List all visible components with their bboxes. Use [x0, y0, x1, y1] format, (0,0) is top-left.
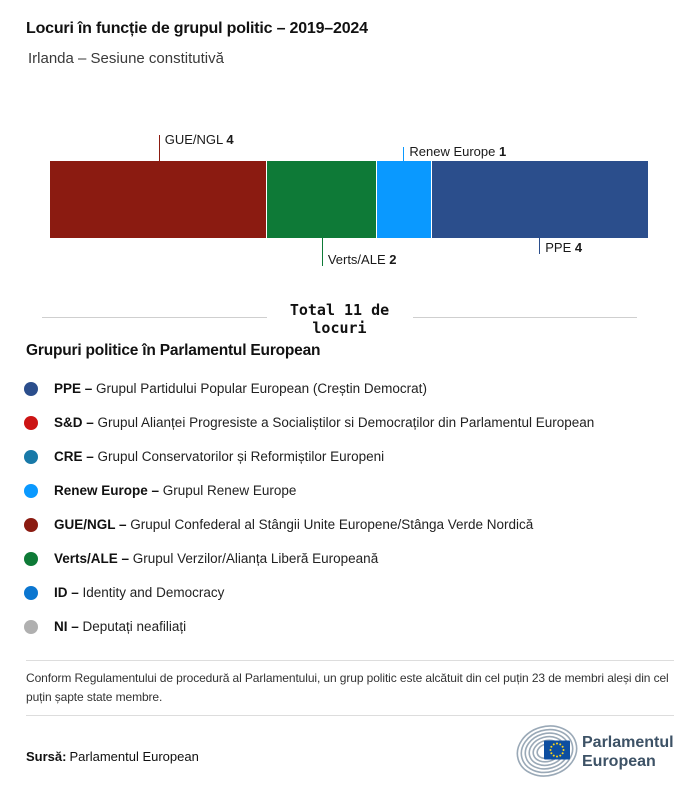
eu-flag-icon: [544, 740, 570, 759]
source-line: Sursă: Parlamentul European: [26, 749, 199, 764]
group-name: Grupul Alianței Progresiste a Socialiști…: [93, 415, 595, 431]
group-color-dot: [24, 381, 38, 396]
group-abbr: CRE –: [54, 449, 94, 465]
seats-chart: GUE/NGL 4 Verts/ALE 2 Renew Europe 1 PPE 4: [26, 131, 674, 271]
bar-segment-renew-europe[interactable]: [375, 161, 431, 238]
group-abbr: GUE/NGL –: [54, 517, 127, 533]
total-divider: Total 11 de locuri: [42, 301, 637, 338]
group-color-dot: [24, 517, 38, 532]
group-color-dot: [24, 585, 38, 600]
group-abbr: ID –: [54, 585, 79, 601]
european-parliament-logo: Parlamentul European: [516, 724, 674, 777]
bar-segment-verts-ale[interactable]: [266, 161, 376, 238]
group-abbr: PPE –: [54, 381, 93, 397]
group-color-dot: [24, 619, 38, 634]
callout-label: Renew Europe 1: [409, 144, 507, 159]
bar-segment-gue-ngl[interactable]: [50, 161, 267, 238]
page-title: Locuri în funcție de grupul politic – 20…: [26, 20, 368, 37]
total-seats-label: Total 11 de locuri: [289, 301, 390, 338]
callout-verts-ale: Verts/ALE 2: [321, 238, 396, 267]
group-color-dot: [24, 415, 38, 430]
bar-segment-ppe[interactable]: [430, 161, 648, 238]
callout-label: PPE 4: [545, 240, 583, 255]
procedure-note: Conform Regulamentului de procedură al P…: [26, 659, 674, 716]
group-color-dot: [24, 483, 38, 498]
source-label: Sursă:: [26, 748, 67, 764]
group-abbr: Renew Europe –: [54, 483, 160, 499]
page-subtitle: Irlanda – Sesiune constitutivă: [28, 50, 224, 67]
bar-callouts: GUE/NGL 4 Verts/ALE 2 Renew Europe 1 PPE 4: [50, 131, 648, 271]
callout-ppe: PPE 4: [539, 238, 582, 255]
callout-gue-ngl: GUE/NGL 4: [158, 132, 234, 161]
group-color-dot: [24, 449, 38, 464]
legend-item: NI – Deputați neafiliați: [24, 610, 674, 644]
group-name: Deputați neafiliați: [78, 619, 187, 635]
logo-text-line1: Parlamentul: [582, 734, 674, 751]
legend-item: CRE – Grupul Conservatorilor și Reformiș…: [24, 440, 674, 474]
group-abbr: Verts/ALE –: [54, 551, 130, 567]
legend-item: S&D – Grupul Alianței Progresiste a Soci…: [24, 406, 674, 440]
logo-text-line2: European: [582, 753, 656, 770]
legend-item: Renew Europe – Grupul Renew Europe: [24, 474, 674, 508]
group-name: Grupul Renew Europe: [159, 483, 297, 499]
stacked-bar: [50, 161, 648, 238]
group-name: Grupul Conservatorilor și Reformiștilor …: [93, 449, 385, 465]
eu-flag-stars: [549, 742, 565, 757]
group-name: Identity and Democracy: [78, 585, 225, 601]
divider-line-right: [412, 317, 637, 318]
callout-label: Verts/ALE 2: [327, 252, 397, 267]
callout-label: GUE/NGL 4: [164, 132, 234, 147]
group-name: Grupul Verzilor/Alianța Liberă Europeană: [129, 551, 379, 567]
group-name: Grupul Partidului Popular European (Creș…: [92, 381, 427, 397]
legend-item: PPE – Grupul Partidului Popular European…: [24, 372, 674, 406]
divider-line-left: [42, 317, 267, 318]
legend-heading: Grupuri politice în Parlamentul European: [26, 341, 321, 359]
callout-renew-europe: Renew Europe 1: [403, 144, 506, 161]
source-value: Parlamentul European: [69, 748, 199, 764]
group-abbr: S&D –: [54, 415, 94, 431]
group-abbr: NI –: [54, 619, 79, 635]
footer-row: Sursă: Parlamentul European: [26, 724, 674, 778]
group-name: Grupul Confederal al Stângii Unite Europ…: [126, 517, 534, 533]
legend-item: GUE/NGL – Grupul Confederal al Stângii U…: [24, 508, 674, 542]
legend-list: PPE – Grupul Partidului Popular European…: [24, 372, 674, 644]
legend-item: ID – Identity and Democracy: [24, 576, 674, 610]
legend-item: Verts/ALE – Grupul Verzilor/Alianța Libe…: [24, 542, 674, 576]
group-color-dot: [24, 551, 38, 566]
